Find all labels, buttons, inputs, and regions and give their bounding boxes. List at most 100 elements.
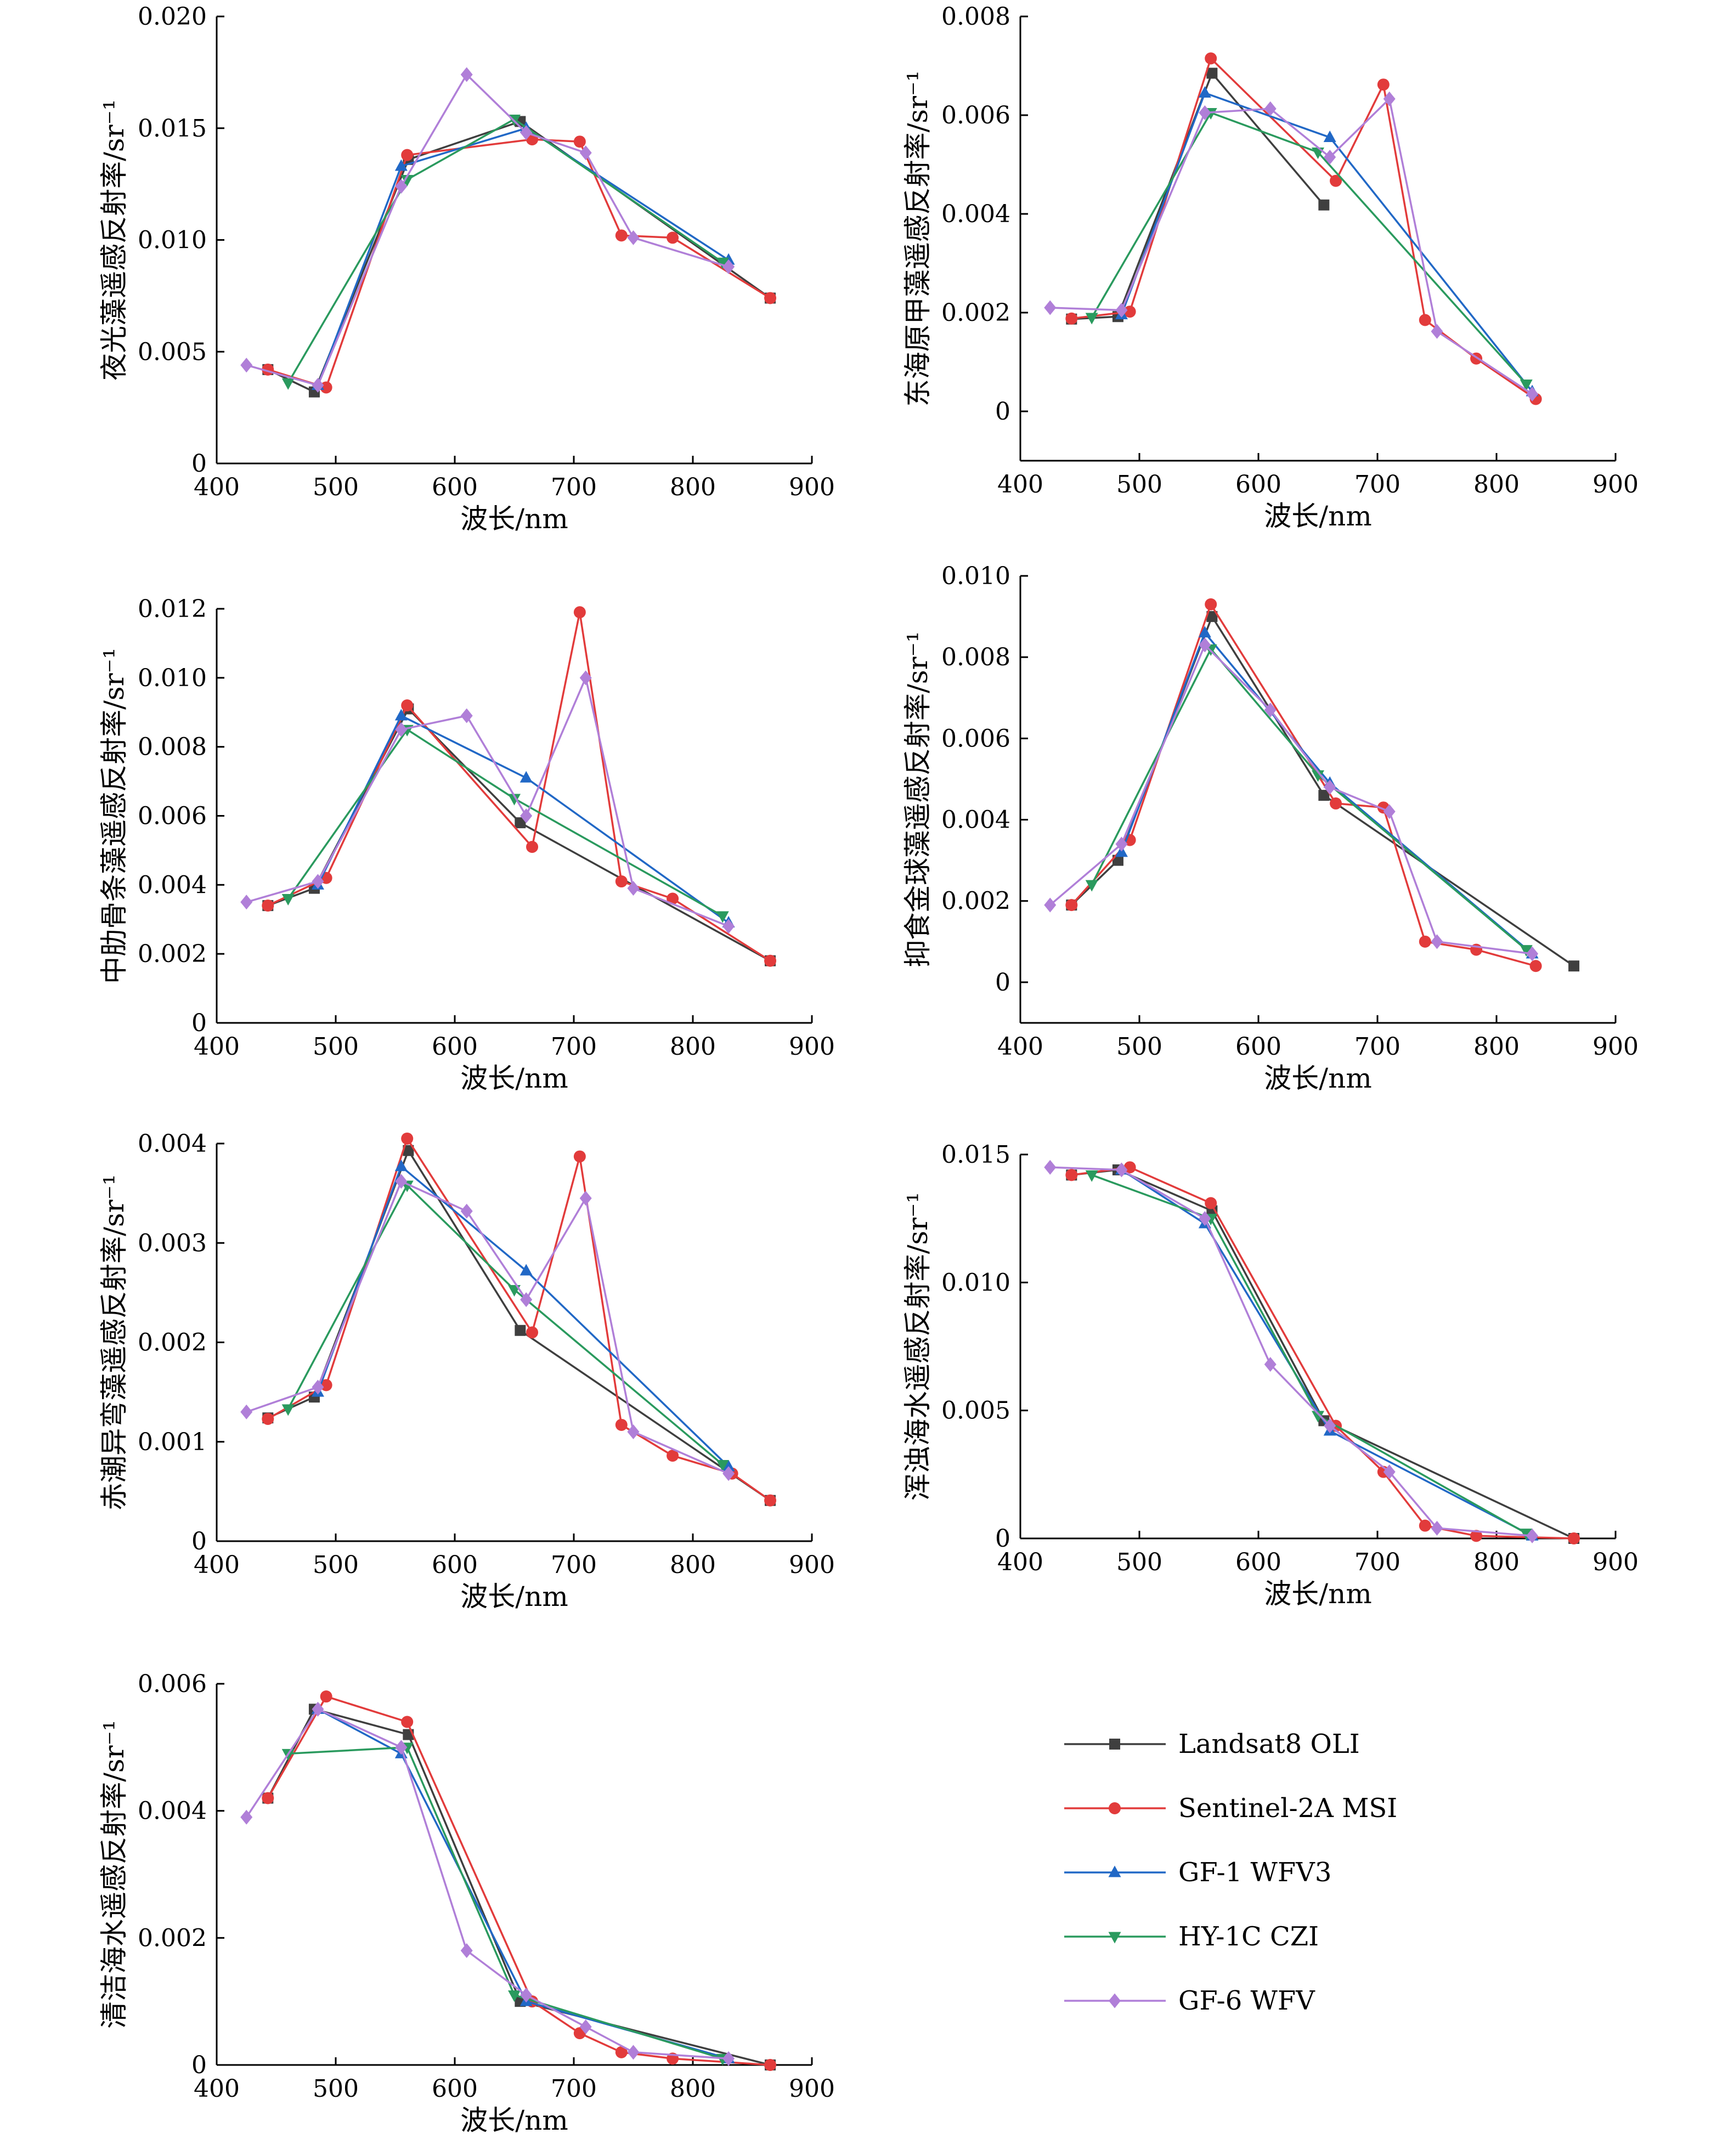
x-tick-label: 500 (313, 1551, 359, 1579)
legend-entry-hy-1c-czi: HY-1C CZI (1064, 1921, 1319, 1952)
x-tick-label: 500 (313, 2075, 359, 2103)
data-point (1206, 67, 1218, 79)
series-line (1121, 1169, 1533, 1537)
data-point (1205, 598, 1217, 610)
x-tick-label: 500 (1116, 471, 1162, 499)
data-point (573, 606, 586, 619)
data-point (1383, 1464, 1396, 1480)
x-tick-label: 800 (1473, 471, 1520, 499)
data-point (401, 1716, 414, 1728)
data-point (1324, 150, 1336, 165)
y-tick-label: 0.002 (941, 887, 1010, 915)
data-point (1568, 960, 1580, 972)
x-axis-label: 波长/nm (460, 1581, 568, 1612)
data-point (1123, 305, 1136, 318)
data-point (722, 1459, 735, 1472)
data-point (1330, 174, 1342, 187)
data-point (519, 1264, 533, 1276)
data-point (395, 179, 408, 194)
series-line (1071, 57, 1537, 400)
series-gf-1-wfv3 (311, 121, 735, 390)
series-gf-1-wfv3 (1115, 86, 1539, 397)
data-point (1264, 1357, 1277, 1372)
x-tick-label: 900 (1593, 1548, 1639, 1576)
data-point (573, 135, 586, 148)
series-hy-1c-czi (281, 114, 729, 390)
data-point (1199, 105, 1211, 120)
x-tick-label: 700 (1354, 1033, 1401, 1061)
chart-panel-4: 0 0.002 0.004 0.006 0.008 0.010 400 500 600 700 80… (902, 562, 1639, 1094)
data-point (1085, 880, 1098, 892)
data-point (394, 159, 408, 171)
y-tick-label: 0 (191, 1527, 207, 1555)
x-tick-label: 800 (670, 1033, 716, 1061)
legend-label: GF-1 WFV3 (1178, 1857, 1331, 1888)
x-tick-label: 600 (432, 2075, 478, 2103)
data-point (1324, 1418, 1336, 1434)
data-point (1199, 637, 1211, 653)
y-tick-label: 0.015 (941, 1141, 1010, 1169)
series-hy-1c-czi (1085, 108, 1533, 391)
chart-panel-7: 0 0.002 0.004 0.006 400 500 600 700 800 900 波长/nm 清… (98, 1670, 835, 2136)
data-point (240, 1809, 253, 1825)
series-line (246, 73, 729, 387)
series-sentinel-2a-msi (1065, 52, 1542, 405)
data-point (526, 1326, 539, 1339)
data-point (1312, 770, 1324, 782)
series-line (1049, 644, 1533, 955)
series-line (267, 138, 771, 389)
y-tick-label: 0.002 (138, 1329, 207, 1357)
data-point (520, 1292, 533, 1308)
series-line (267, 1708, 771, 2066)
data-point (1377, 78, 1390, 91)
data-point (627, 230, 640, 245)
data-point (667, 1450, 679, 1462)
x-tick-label: 700 (551, 2075, 597, 2103)
x-axis-label: 波长/nm (1264, 1578, 1371, 1610)
x-tick-label: 900 (1593, 471, 1639, 499)
data-point (1526, 946, 1539, 961)
series-hy-1c-czi (281, 1180, 729, 1472)
data-point (1205, 52, 1217, 65)
data-point (722, 1466, 735, 1481)
data-point (1520, 945, 1533, 957)
data-point (401, 149, 414, 161)
data-point (312, 874, 324, 889)
y-tick-label: 0.010 (941, 1269, 1010, 1297)
data-point (515, 817, 526, 829)
series-line (1050, 1166, 1533, 1537)
data-point (1198, 86, 1211, 98)
series-line (317, 715, 730, 924)
series-landsat8-oli (262, 1704, 776, 2070)
data-point (508, 794, 521, 806)
y-tick-label: 0.008 (138, 733, 207, 761)
data-point (400, 174, 414, 186)
series-sentinel-2a-msi (262, 133, 777, 394)
data-point (615, 2046, 628, 2058)
y-tick-label: 0.005 (138, 338, 207, 366)
legend-entry-landsat8-oli: Landsat8 OLI (1064, 1729, 1360, 1759)
data-point (281, 1404, 295, 1416)
y-tick-label: 0 (191, 2051, 207, 2079)
series-sentinel-2a-msi (1065, 598, 1542, 972)
data-point (508, 1284, 521, 1297)
y-tick-label: 0 (191, 450, 207, 478)
x-tick-label: 500 (1116, 1033, 1162, 1061)
legend-marker (1109, 1993, 1121, 2008)
series-line (267, 611, 771, 962)
data-point (764, 954, 777, 967)
legend-entry-sentinel-2a-msi: Sentinel-2A MSI (1064, 1793, 1397, 1824)
data-point (395, 1740, 408, 1755)
legend-entry-gf-6-wfv: GF-6 WFV (1064, 1985, 1315, 2016)
data-point (401, 699, 414, 712)
y-tick-label: 0.006 (138, 802, 207, 830)
data-point (1115, 836, 1128, 852)
data-point (312, 1701, 324, 1717)
x-tick-label: 900 (789, 1033, 835, 1061)
data-point (520, 1988, 533, 2003)
data-point (667, 892, 679, 905)
data-point (320, 1690, 332, 1703)
series-gf-6-wfv (240, 1701, 735, 2066)
x-tick-label: 600 (1235, 1033, 1281, 1061)
